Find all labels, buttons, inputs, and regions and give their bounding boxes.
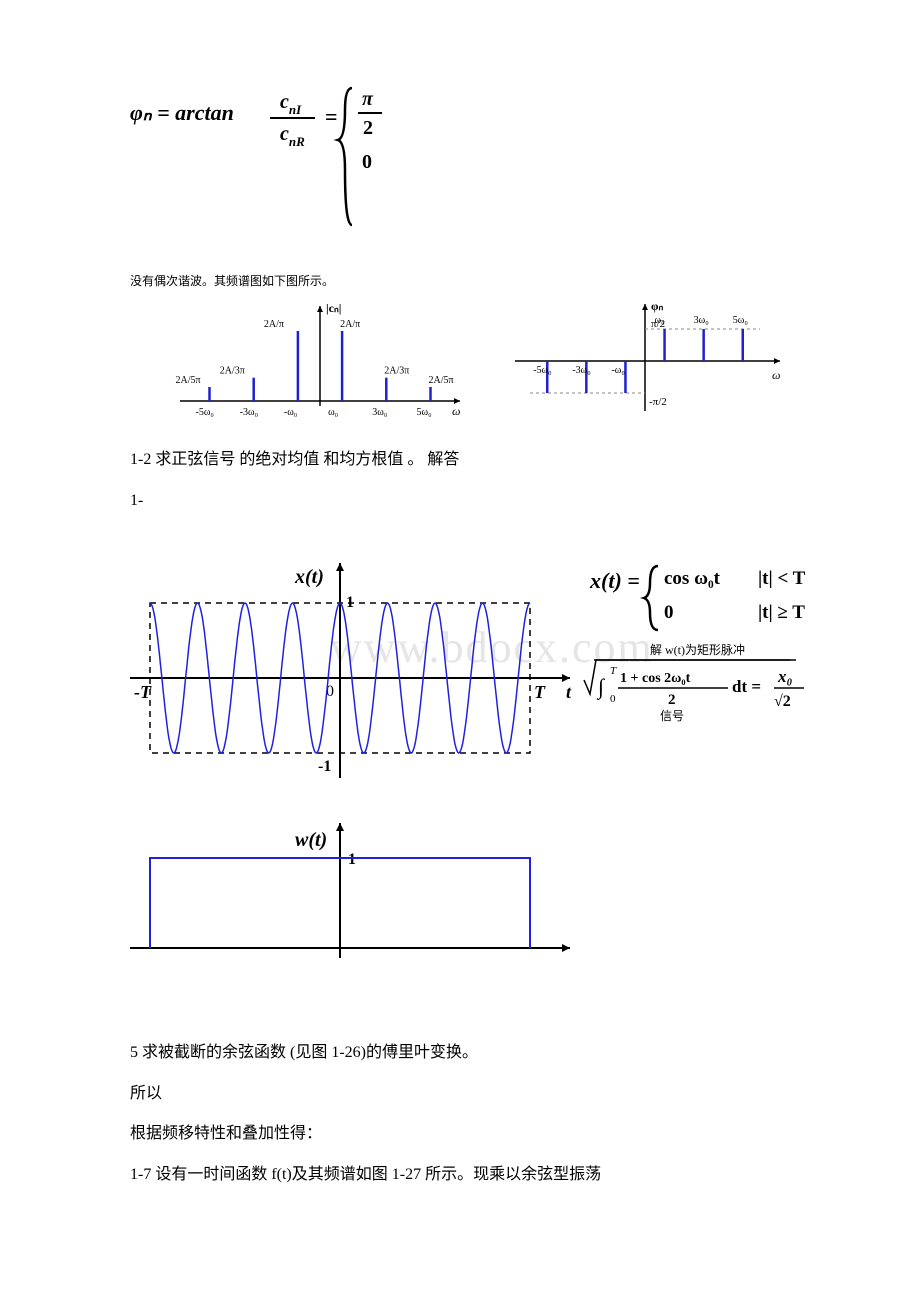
svg-text:ω₀: ω₀ <box>655 315 666 326</box>
eq1-num: cnI <box>280 91 302 117</box>
svg-text:5ω₀: 5ω₀ <box>733 315 749 326</box>
text-so: 所以 <box>130 1080 790 1109</box>
text-freq-shift: 根据频移特性和叠加性得： <box>130 1120 790 1149</box>
svg-text:|t| ≥ T: |t| ≥ T <box>758 602 805 623</box>
svg-text:-ω₀: -ω₀ <box>284 407 298 418</box>
svg-text:0: 0 <box>664 602 674 623</box>
eq1-2: 2 <box>363 117 373 139</box>
spectrum-figures: |cₙ| ω -5ω₀ 2A/5π -3ω₀ 2A/3π -ω₀ 2A/π ω₀ 2A/π 3ω₀ 2… <box>170 296 790 426</box>
svg-text:-3ω₀: -3ω₀ <box>240 407 259 418</box>
svg-text:-5ω₀: -5ω₀ <box>196 407 215 418</box>
svg-text:w(t): w(t) <box>295 829 327 851</box>
svg-text:2A/π: 2A/π <box>264 319 284 330</box>
svg-text:√2: √2 <box>774 693 791 710</box>
svg-text:T: T <box>534 682 546 702</box>
eq1-brace <box>338 88 352 225</box>
svg-text:-π/2: -π/2 <box>649 396 667 408</box>
svg-text:3ω₀: 3ω₀ <box>372 407 388 418</box>
svg-text:解 w(t)为矩形脉冲: 解 w(t)为矩形脉冲 <box>650 642 745 657</box>
eq1-pi: π <box>362 88 374 110</box>
svg-text:-1: -1 <box>318 758 331 775</box>
svg-text:2: 2 <box>668 692 676 708</box>
svg-text:3ω₀: 3ω₀ <box>694 315 710 326</box>
svg-text:2A/π: 2A/π <box>340 319 360 330</box>
svg-text:cos ω₀t: cos ω₀t <box>664 568 721 589</box>
svg-text:ω: ω <box>452 404 460 418</box>
svg-text:-5ω₀: -5ω₀ <box>533 365 552 376</box>
svg-text:0: 0 <box>610 693 616 705</box>
eq1-den: cnR <box>280 123 305 149</box>
problem-5: 5 求被截断的余弦函数 (见图 1-26)的傅里叶变换。 <box>130 1039 790 1068</box>
eq1-eq: = <box>325 104 338 129</box>
svg-text:-ω₀: -ω₀ <box>611 365 625 376</box>
svg-text:∫: ∫ <box>596 674 606 700</box>
svg-text:x(t) =: x(t) = <box>589 568 640 593</box>
magnitude-spectrum: |cₙ| ω -5ω₀ 2A/5π -3ω₀ 2A/3π -ω₀ 2A/π ω₀ 2A/π 3ω₀ 2… <box>170 296 470 426</box>
svg-text:2A/5π: 2A/5π <box>176 375 201 386</box>
svg-text:2A/3π: 2A/3π <box>220 366 245 377</box>
svg-text:ω₀: ω₀ <box>328 407 339 418</box>
svg-text:2A/5π: 2A/5π <box>429 375 454 386</box>
problem-1-7: 1-7 设有一时间函数 f(t)及其频谱如图 1-27 所示。现乘以余弦型振荡 <box>130 1161 790 1190</box>
svg-text:2A/3π: 2A/3π <box>384 366 409 377</box>
svg-text:1 + cos 2ω₀t: 1 + cos 2ω₀t <box>620 671 691 686</box>
svg-text:dt =: dt = <box>732 677 761 696</box>
truncated-cosine-figure: www.bdocx.com x(t)1-10-TTtxx(t) =cos ω₀t… <box>130 528 790 1019</box>
svg-text:|cₙ|: |cₙ| <box>326 301 341 315</box>
svg-text:5ω₀: 5ω₀ <box>417 407 433 418</box>
svg-text:x(t): x(t) <box>294 566 324 588</box>
problem-1-dash: 1- <box>130 487 790 516</box>
svg-text:ω: ω <box>772 368 780 382</box>
svg-text:1: 1 <box>348 851 356 868</box>
phase-spectrum: φₙωπ/2-π/2ω₀3ω₀5ω₀-5ω₀-3ω₀-ω₀ <box>510 296 790 426</box>
equation-phi-n: φₙ = arctan cnI cnR = π 2 0 <box>130 80 790 241</box>
svg-text:φₙ: φₙ <box>651 299 663 313</box>
svg-text:t: t <box>566 682 572 702</box>
svg-text:T: T <box>610 665 617 677</box>
svg-text:x₀: x₀ <box>777 667 793 686</box>
svg-text:|t| < T: |t| < T <box>758 568 806 589</box>
problem-1-2: 1-2 求正弦信号 的绝对均值 和均方根值 。 解答 <box>130 446 790 475</box>
eq1-lhs: φₙ = arctan <box>130 100 234 125</box>
svg-text:-3ω₀: -3ω₀ <box>572 365 591 376</box>
svg-text:信号: 信号 <box>660 709 684 723</box>
caption-no-even-harmonic: 没有偶次谐波。其频谱图如下图所示。 <box>130 271 790 293</box>
eq1-0: 0 <box>362 151 372 173</box>
